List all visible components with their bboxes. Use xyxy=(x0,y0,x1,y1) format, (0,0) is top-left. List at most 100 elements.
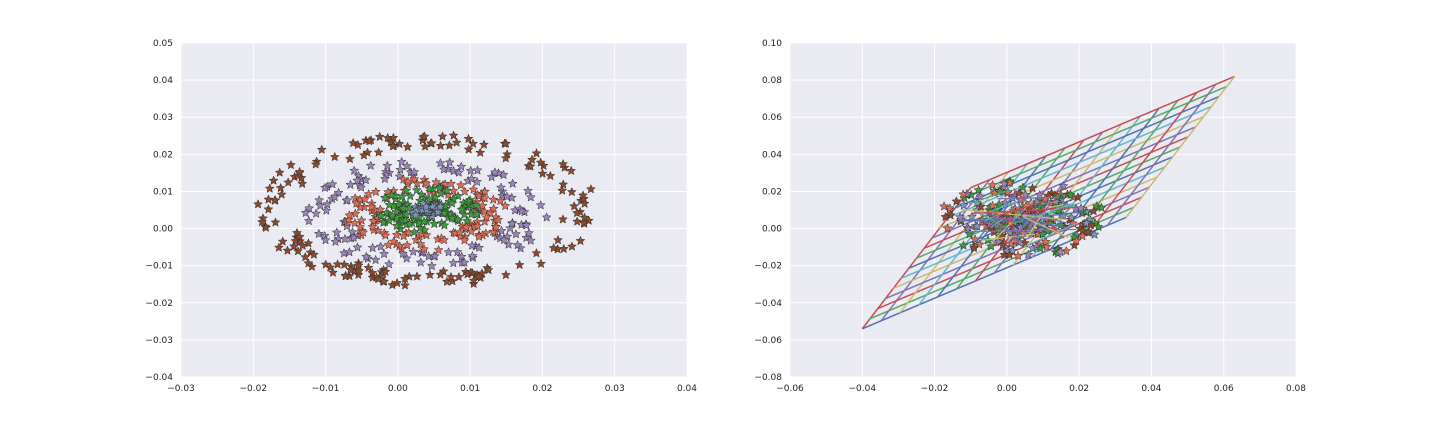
scatter-point xyxy=(349,165,360,175)
scatter-point xyxy=(516,205,527,216)
grid-line xyxy=(939,116,1204,229)
scatter-point xyxy=(942,223,953,233)
scatter-point xyxy=(486,171,497,182)
scatter-point xyxy=(419,131,430,141)
scatter-point xyxy=(986,241,997,251)
scatter-point xyxy=(395,164,406,175)
scatter-point xyxy=(1002,186,1013,197)
tangle-line xyxy=(1021,200,1066,238)
scatter-point xyxy=(400,280,410,290)
scatter-point xyxy=(557,185,568,195)
scatter-point xyxy=(437,131,448,141)
tangle-line xyxy=(1059,203,1075,218)
x-tick-label: 0.04 xyxy=(1141,384,1161,394)
x-tick-label: −0.06 xyxy=(776,384,804,394)
scatter-point xyxy=(1077,230,1088,241)
scatter-point xyxy=(489,167,500,177)
scatter-point xyxy=(342,220,353,231)
scatter-point xyxy=(958,189,969,199)
grid-line xyxy=(970,75,1235,189)
scatter-point xyxy=(966,211,977,221)
scatter-point xyxy=(344,210,355,220)
scatter-point xyxy=(426,260,437,271)
scatter-point xyxy=(456,204,467,214)
scatter-point xyxy=(344,153,355,164)
scatter-point xyxy=(1075,203,1086,213)
scatter-point xyxy=(479,193,490,203)
scatter-point xyxy=(1065,189,1076,200)
scatter-point xyxy=(958,200,969,210)
scatter-point xyxy=(501,191,512,201)
scatter-point xyxy=(268,175,279,185)
scatter-point xyxy=(491,221,502,232)
scatter-point xyxy=(435,158,446,168)
scatter-point xyxy=(340,271,351,281)
scatter-point xyxy=(391,229,402,240)
scatter-point xyxy=(320,234,331,245)
scatter-plot-left: −0.03 −0.02 −0.01 0.00 0.01 0.02 0.03 0.04 −0.04… xyxy=(145,39,697,394)
scatter-point xyxy=(303,258,314,268)
scatter-point xyxy=(446,178,457,189)
scatter-point xyxy=(944,202,955,213)
grid-lines-plot-right: −0.06 −0.04 −0.02 0.00 0.02 0.04 0.06 0.08 −0.08… xyxy=(754,39,1306,394)
scatter-point xyxy=(452,246,463,257)
scatter-point xyxy=(527,154,538,164)
scatter-point xyxy=(500,138,511,148)
scatter-point xyxy=(410,210,421,220)
scatter-point xyxy=(1004,249,1015,260)
scatter-point xyxy=(474,242,485,253)
scatter-point xyxy=(300,207,311,218)
scatter-point xyxy=(1089,229,1100,239)
tangle-line xyxy=(1019,219,1065,228)
y-tick-label: 0.04 xyxy=(762,150,782,160)
y-tick-label: −0.04 xyxy=(145,373,173,383)
scatter-point xyxy=(507,218,518,228)
scatter-point xyxy=(388,236,399,246)
scatter-point xyxy=(365,160,376,170)
scatter-point xyxy=(516,219,527,230)
x-tick-label: −0.02 xyxy=(921,384,949,394)
scatter-point xyxy=(366,201,377,212)
x-tick-label: 0.08 xyxy=(1286,384,1306,394)
scatter-point xyxy=(472,165,483,175)
scatter-point xyxy=(514,259,525,270)
scatter-point xyxy=(380,266,391,277)
scatter-point xyxy=(439,220,450,230)
scatter-point xyxy=(352,175,363,185)
scatter-point xyxy=(263,194,274,204)
scatter-point xyxy=(964,228,975,239)
scatter-point xyxy=(367,221,378,232)
scatter-point xyxy=(444,140,455,150)
scatter-point xyxy=(459,186,470,196)
tangle-line xyxy=(1023,222,1077,248)
scatter-point xyxy=(442,185,453,195)
scatter-point xyxy=(572,207,583,218)
scatter-point xyxy=(421,178,432,188)
scatter-point xyxy=(329,151,340,162)
scatter-point xyxy=(315,200,326,210)
scatter-point xyxy=(368,215,379,226)
scatter-point xyxy=(521,220,532,230)
scatter-point xyxy=(375,210,386,221)
scatter-point xyxy=(473,271,484,281)
scatter-point xyxy=(359,193,370,204)
scatter-point xyxy=(1093,221,1104,232)
scatter-point xyxy=(342,195,353,205)
scatter-point xyxy=(320,259,331,269)
scatter-point xyxy=(350,208,361,219)
grid-line xyxy=(962,85,1228,199)
scatter-point xyxy=(548,242,559,253)
scatter-point xyxy=(940,211,951,222)
scatter-point xyxy=(345,264,356,275)
scatter-point xyxy=(459,209,470,219)
scatter-point xyxy=(429,250,440,261)
scatter-point xyxy=(535,157,546,167)
scatter-point xyxy=(463,144,474,154)
scatter-point xyxy=(535,200,546,210)
scatter-point xyxy=(273,242,284,252)
scatter-point xyxy=(303,215,314,226)
y-tick-label: −0.04 xyxy=(754,299,782,309)
scatter-point xyxy=(483,264,494,275)
scatter-point xyxy=(585,183,596,194)
